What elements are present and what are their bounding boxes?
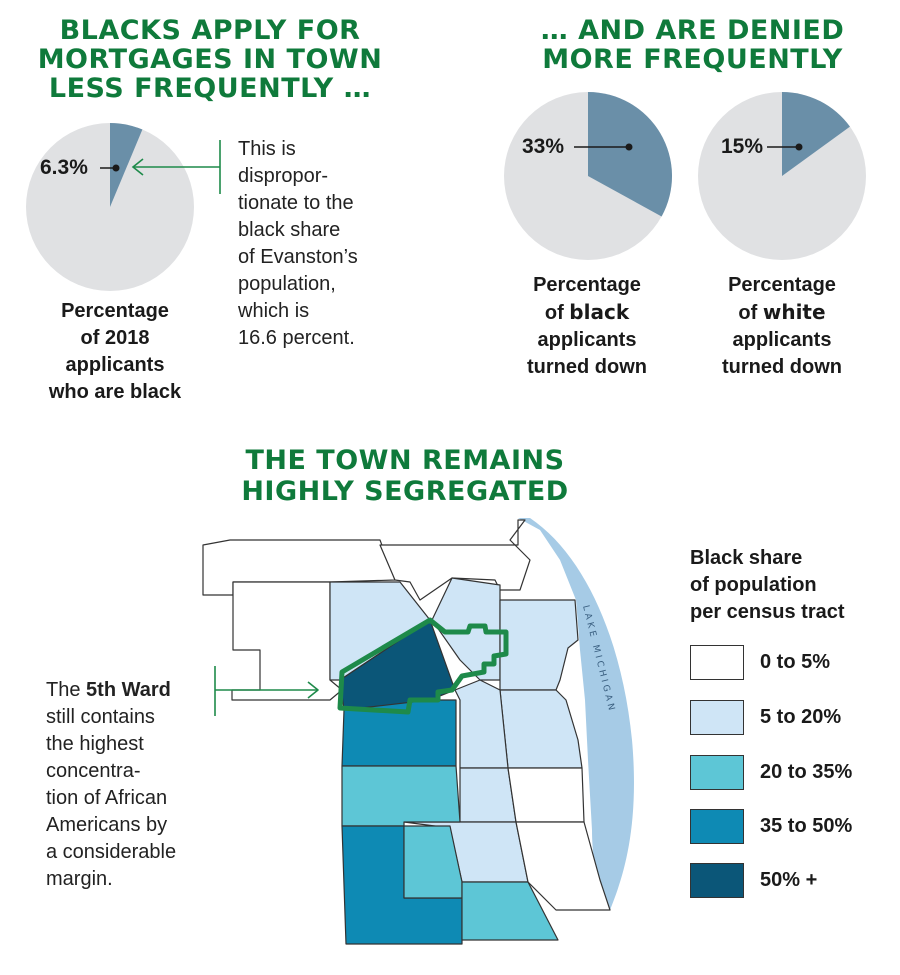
pie-white-value: 15% bbox=[721, 135, 764, 158]
pie-applicants-dot bbox=[112, 164, 120, 172]
headline-segregated: THE TOWN REMAINS HIGHLY SEGREGATED bbox=[210, 445, 600, 507]
legend-label: 35 to 50% bbox=[760, 815, 853, 837]
caption-emphasis: white bbox=[762, 300, 826, 324]
note-line: black share bbox=[238, 219, 341, 241]
note-line: of Evanston’s bbox=[238, 246, 358, 268]
tract-center-1 bbox=[454, 679, 509, 769]
tract-teal-3 bbox=[461, 881, 559, 941]
headline-denied: … AND ARE DENIED MORE FREQUENTLY bbox=[520, 16, 865, 74]
pie-applicants-value: 6.3% bbox=[40, 156, 88, 179]
ward-note-bold: 5th Ward bbox=[86, 679, 171, 701]
legend-label: 20 to 35% bbox=[760, 761, 853, 783]
tract-east-white-1 bbox=[507, 767, 585, 823]
pie-applicants bbox=[26, 123, 194, 291]
note-line: still contains bbox=[46, 706, 155, 728]
caption-line: applicants bbox=[65, 354, 165, 376]
caption-pre: of bbox=[544, 302, 570, 324]
legend-item: 5 to 20% bbox=[690, 700, 841, 735]
pie-black-slice bbox=[588, 92, 673, 217]
legend-label: 5 to 20% bbox=[760, 706, 842, 728]
ward-note-pre: The bbox=[46, 679, 87, 701]
note-line: 16.6 percent. bbox=[238, 327, 355, 349]
caption-line: of white bbox=[692, 299, 872, 327]
headline-apply-line-2: MORTGAGES IN TOWN bbox=[37, 44, 383, 75]
caption-line: Percentage bbox=[61, 300, 169, 322]
caption-line: Percentage bbox=[533, 274, 641, 296]
headline-apply-line-1: BLACKS APPLY FOR bbox=[59, 15, 361, 46]
pie-black bbox=[504, 92, 673, 260]
note-line: dispropor- bbox=[238, 165, 329, 187]
tract-northwest bbox=[231, 581, 343, 701]
legend-label: 0 to 5% bbox=[760, 651, 831, 673]
legend-item: 50% + bbox=[690, 863, 817, 898]
note-line: tionate to the bbox=[238, 192, 354, 214]
pie-charts-svg bbox=[26, 92, 866, 291]
note-line: the highest bbox=[46, 733, 144, 755]
note-line: which is bbox=[238, 300, 310, 322]
pie-black-caption: Percentage of black applicants turned do… bbox=[497, 272, 677, 381]
pie-white bbox=[698, 92, 866, 260]
applicants-note-arrow bbox=[131, 140, 221, 194]
note-line: margin. bbox=[46, 868, 113, 890]
legend-item: 35 to 50% bbox=[690, 809, 852, 844]
legend-swatch bbox=[690, 755, 744, 790]
legend-title-line: Black share bbox=[690, 547, 803, 569]
caption-line: turned down bbox=[527, 356, 647, 378]
legend-swatch bbox=[690, 645, 744, 680]
pie-white-slice bbox=[782, 92, 850, 176]
caption-emphasis: black bbox=[569, 300, 630, 324]
caption-line: Percentage bbox=[728, 274, 836, 296]
caption-line: applicants bbox=[732, 329, 832, 351]
legend-title-line: per census tract bbox=[690, 601, 845, 623]
note-line: The 5th Ward bbox=[46, 677, 176, 704]
note-line: Americans by bbox=[46, 814, 168, 836]
note-line: population, bbox=[238, 273, 336, 295]
note-line: concentra- bbox=[46, 760, 141, 782]
headline-apply-line-3: LESS FREQUENTLY … bbox=[48, 73, 372, 104]
note-line: This is bbox=[238, 138, 296, 160]
note-line: a considerable bbox=[46, 841, 177, 863]
legend-item: 20 to 35% bbox=[690, 755, 852, 790]
pie-white-dot bbox=[795, 143, 803, 151]
applicants-note: This is dispropor- tionate to the black … bbox=[238, 136, 358, 352]
legend-title-line: of population bbox=[690, 574, 817, 596]
pie-black-dot bbox=[625, 143, 633, 151]
caption-line: who are black bbox=[48, 381, 182, 403]
tract-north-2 bbox=[379, 519, 531, 601]
headline-denied-line-2: MORE FREQUENTLY bbox=[542, 44, 843, 75]
map-legend: Black share of population per census tra… bbox=[690, 545, 890, 905]
tract-light-east bbox=[499, 689, 583, 769]
caption-line: applicants bbox=[537, 329, 637, 351]
headline-apply: BLACKS APPLY FOR MORTGAGES IN TOWN LESS … bbox=[25, 16, 395, 103]
tract-teal-1 bbox=[341, 765, 461, 827]
note-line: tion of African bbox=[46, 787, 168, 809]
pie-applicants-caption: Percentage of 2018 applicants who are bl… bbox=[20, 298, 210, 406]
tract-center-2 bbox=[459, 767, 517, 823]
caption-line: of black bbox=[497, 299, 677, 327]
ward-note: The 5th Ward still contains the highest … bbox=[46, 677, 176, 893]
caption-pre: of bbox=[738, 302, 763, 324]
pie-white-caption: Percentage of white applicants turned do… bbox=[692, 272, 872, 381]
tract-light-3 bbox=[499, 599, 579, 691]
fifth-ward-outline bbox=[337, 617, 509, 715]
lake-michigan bbox=[518, 518, 634, 910]
ward-note-arrow bbox=[214, 666, 319, 716]
legend-swatch bbox=[690, 863, 744, 898]
headline-segregated-line-2: HIGHLY SEGREGATED bbox=[241, 476, 569, 507]
legend-item: 0 to 5% bbox=[690, 645, 830, 680]
caption-line: turned down bbox=[722, 356, 842, 378]
legend-swatch bbox=[690, 700, 744, 735]
pie-black-value: 33% bbox=[522, 135, 565, 158]
legend-title: Black share of population per census tra… bbox=[690, 545, 890, 626]
headline-segregated-line-1: THE TOWN REMAINS bbox=[245, 445, 565, 476]
caption-line: of 2018 bbox=[80, 327, 150, 349]
legend-swatch bbox=[690, 809, 744, 844]
headline-denied-line-1: … AND ARE DENIED bbox=[540, 15, 845, 46]
pie-applicants-slice bbox=[110, 123, 143, 207]
legend-label: 50% + bbox=[760, 869, 818, 891]
